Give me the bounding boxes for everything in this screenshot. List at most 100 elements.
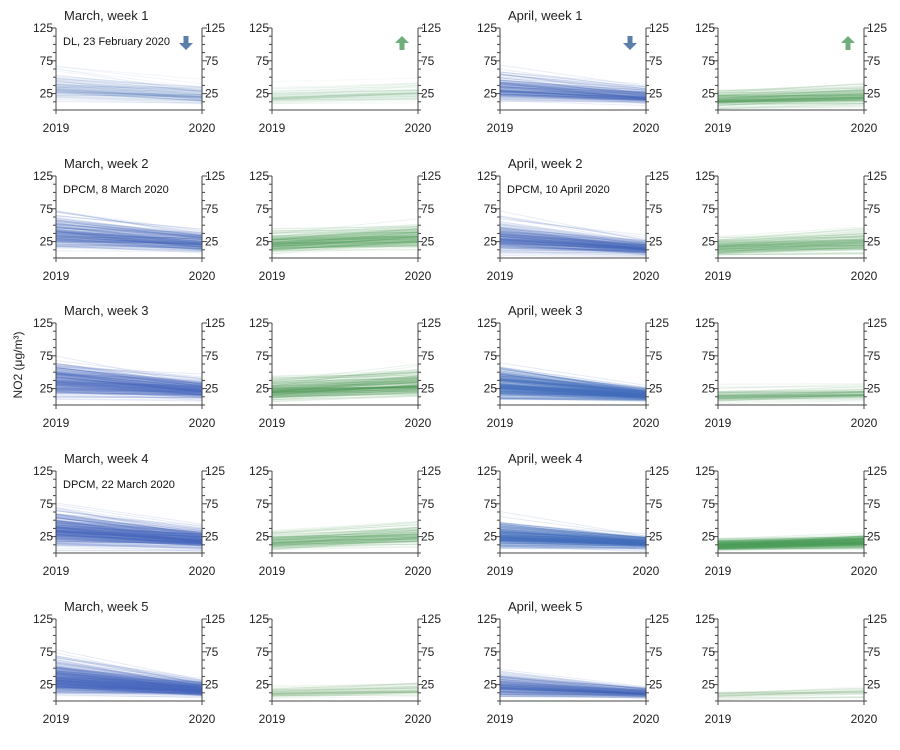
station-line	[55, 682, 203, 695]
station-line	[55, 673, 203, 689]
station-line	[499, 530, 647, 543]
station-line	[55, 522, 203, 533]
station-line	[55, 676, 203, 689]
station-line	[271, 528, 419, 535]
station-line	[271, 378, 419, 389]
station-line	[271, 543, 419, 546]
station-line	[55, 225, 203, 244]
station-line	[55, 540, 203, 548]
station-line	[55, 373, 203, 387]
station-line	[55, 667, 203, 685]
station-line	[55, 388, 203, 395]
station-line	[499, 384, 647, 397]
y-tick-label-right: 25	[205, 382, 219, 396]
station-line	[55, 671, 203, 692]
station-line	[499, 91, 647, 97]
station-line	[55, 384, 203, 390]
station-line	[499, 373, 647, 394]
station-line	[55, 531, 203, 542]
station-line	[55, 684, 203, 692]
station-line	[499, 379, 647, 393]
station-line	[499, 245, 647, 254]
station-line	[55, 673, 203, 689]
station-line	[717, 88, 865, 100]
station-line	[717, 239, 865, 249]
y-tick-label-left: 125	[249, 612, 269, 626]
station-line	[55, 367, 203, 386]
station-line	[55, 211, 203, 234]
station-line	[55, 380, 203, 392]
station-line	[499, 533, 647, 545]
station-line	[499, 533, 647, 542]
station-line	[271, 535, 419, 538]
station-line	[271, 683, 419, 691]
station-line	[499, 532, 647, 544]
station-line	[55, 534, 203, 544]
station-line	[55, 231, 203, 238]
station-line	[55, 371, 203, 389]
station-line	[271, 382, 419, 388]
station-line	[271, 391, 419, 399]
station-line	[55, 529, 203, 542]
station-line	[499, 522, 647, 538]
station-line	[55, 86, 203, 101]
station-line	[499, 242, 647, 251]
station-line	[55, 227, 203, 243]
station-line	[55, 238, 203, 248]
station-line	[55, 531, 203, 543]
station-line	[55, 381, 203, 392]
station-line	[499, 97, 647, 100]
station-line	[499, 387, 647, 396]
station-line	[55, 385, 203, 395]
station-line	[55, 685, 203, 693]
station-line	[499, 673, 647, 689]
station-line	[499, 238, 647, 249]
station-line	[499, 533, 647, 545]
station-line	[499, 385, 647, 397]
station-line	[55, 224, 203, 238]
station-line	[271, 386, 419, 392]
station-line	[499, 396, 647, 399]
station-line	[271, 390, 419, 397]
station-line	[55, 671, 203, 686]
station-line	[499, 95, 647, 99]
station-line	[271, 384, 419, 393]
station-line	[55, 87, 203, 95]
station-line	[499, 237, 647, 249]
station-line	[717, 245, 865, 249]
station-line	[499, 386, 647, 398]
station-line	[499, 693, 647, 699]
station-line	[717, 238, 865, 242]
station-line	[55, 526, 203, 536]
station-line	[717, 245, 865, 249]
station-line	[499, 239, 647, 251]
station-line	[717, 243, 865, 251]
station-line	[271, 245, 419, 253]
station-line	[499, 522, 647, 539]
station-line	[55, 686, 203, 695]
station-line	[499, 388, 647, 397]
station-line	[499, 82, 647, 100]
station-line	[55, 237, 203, 245]
station-line	[499, 391, 647, 399]
station-line	[55, 684, 203, 693]
station-line	[55, 531, 203, 542]
station-line	[717, 236, 865, 241]
station-line	[271, 395, 419, 403]
station-line	[717, 539, 865, 546]
series-lines-decrease	[55, 649, 203, 699]
station-line	[55, 91, 203, 96]
station-line	[499, 539, 647, 545]
station-line	[499, 692, 647, 696]
station-line	[55, 372, 203, 385]
y-tick-label-left: 125	[33, 464, 53, 478]
station-line	[55, 531, 203, 541]
station-line	[55, 238, 203, 245]
station-line	[271, 91, 419, 100]
station-line	[55, 91, 203, 96]
station-line	[55, 683, 203, 696]
station-line	[499, 533, 647, 543]
station-line	[55, 86, 203, 88]
station-line	[55, 687, 203, 693]
